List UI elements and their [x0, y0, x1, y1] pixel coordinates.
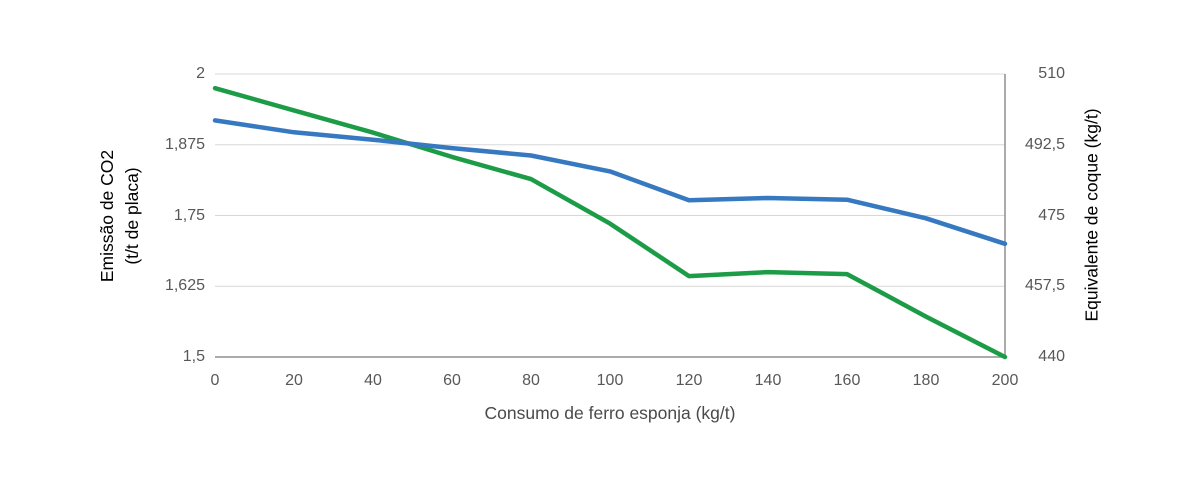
x-tick-label: 160: [833, 372, 861, 389]
x-tick-label: 100: [596, 372, 624, 389]
x-tick-label: 80: [522, 372, 540, 389]
y-right-tick-label: 475: [1038, 206, 1065, 224]
co2-line: [212, 118, 1008, 247]
y-left-tick-label: 1,625: [164, 277, 205, 295]
x-tick-label: 180: [912, 372, 940, 389]
y-right-axis-title: Equivalente de coque (kg/t): [1081, 108, 1102, 322]
y-right-tick-label: 510: [1038, 65, 1065, 82]
x-axis-title: Consumo de ferro esponja (kg/t): [484, 403, 736, 423]
y-left-tick-label: 2: [196, 65, 205, 82]
y-right-tick-label: 492,5: [1024, 135, 1065, 153]
y-left-tick-label: 1,75: [173, 206, 205, 224]
x-tick-label: 120: [675, 372, 703, 389]
y-right-tick-label: 457,5: [1024, 277, 1065, 295]
y-left-axis-title-line1: Emissão de CO2: [97, 149, 117, 283]
x-tick-label: 40: [364, 372, 382, 389]
x-tick-label: 60: [443, 372, 461, 389]
y-left-axis-title: Emissão de CO2 (t/t de placa): [95, 150, 145, 282]
coque-line: [212, 85, 1008, 360]
x-tick-label: 140: [754, 372, 782, 389]
x-tick-label: 0: [210, 372, 220, 389]
y-left-tick-label: 1,5: [182, 348, 205, 365]
y-right-tick-label: 440: [1038, 348, 1065, 365]
y-left-axis-title-line2: (t/t de placa): [122, 167, 142, 265]
x-tick-label: 20: [285, 372, 303, 389]
y-left-tick-label: 1,875: [164, 135, 205, 153]
x-tick-label: 200: [991, 372, 1019, 389]
